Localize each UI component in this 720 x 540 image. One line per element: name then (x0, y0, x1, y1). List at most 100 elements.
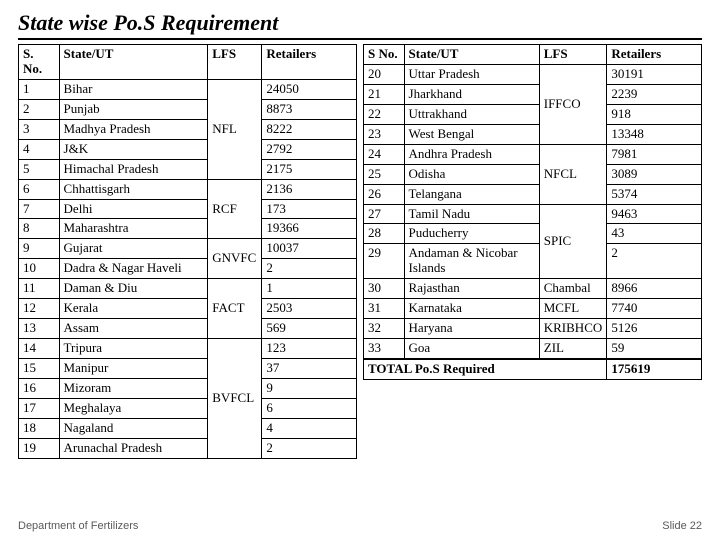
state-cell: Mizoram (59, 378, 208, 398)
state-cell: J&K (59, 139, 208, 159)
sn-cell: 31 (364, 299, 405, 319)
table-row: 17Meghalaya 6 (19, 398, 357, 418)
col-header: S No. (364, 45, 405, 65)
state-cell: Uttar Pradesh (404, 64, 539, 84)
sn-cell: 9 (19, 239, 60, 259)
table-row: 8Maharashtra19366 (19, 219, 357, 239)
sn-cell: 10 (19, 259, 60, 279)
table-row: 23West Bengal13348 (364, 124, 702, 144)
sn-cell: 15 (19, 359, 60, 379)
table-row: 15Manipur37 (19, 359, 357, 379)
lfs-cell: Chambal (539, 279, 607, 299)
state-cell: Puducherry (404, 224, 539, 244)
sn-cell: 20 (364, 64, 405, 84)
state-cell: Himachal Pradesh (59, 159, 208, 179)
retailers-cell: 3089 (607, 164, 702, 184)
retailers-cell: 13348 (607, 124, 702, 144)
sn-cell: 22 (364, 104, 405, 124)
total-row: TOTAL Po.S Required175619 (364, 359, 702, 379)
retailers-cell: 19366 (262, 219, 357, 239)
lfs-cell: IFFCO (539, 64, 607, 144)
footer-right: Slide 22 (662, 520, 702, 532)
sn-cell: 18 (19, 418, 60, 438)
retailers-cell: 2792 (262, 139, 357, 159)
state-cell: Tripura (59, 339, 208, 359)
col-header: State/UT (404, 45, 539, 65)
lfs-cell: RCF (208, 179, 262, 239)
retailers-cell: 2175 (262, 159, 357, 179)
state-cell: Daman & Diu (59, 279, 208, 299)
sn-cell: 17 (19, 398, 60, 418)
retailers-cell: 2239 (607, 84, 702, 104)
lfs-cell: BVFCL (208, 339, 262, 459)
table-row: 21Jharkhand2239 (364, 84, 702, 104)
state-cell: Punjab (59, 99, 208, 119)
retailers-cell: 43 (607, 224, 702, 244)
sn-cell: 28 (364, 224, 405, 244)
state-cell: Chhattisgarh (59, 179, 208, 199)
footer: Department of Fertilizers Slide 22 (18, 520, 702, 532)
sn-cell: 29 (364, 244, 405, 279)
retailers-cell: 123 (262, 339, 357, 359)
retailers-cell: 9463 (607, 204, 702, 224)
sn-cell: 2 (19, 99, 60, 119)
table-row: 25Odisha3089 (364, 164, 702, 184)
sn-cell: 5 (19, 159, 60, 179)
retailers-cell: 2136 (262, 179, 357, 199)
state-cell: Goa (404, 339, 539, 359)
sn-cell: 30 (364, 279, 405, 299)
table-row: 6ChhattisgarhRCF2136 (19, 179, 357, 199)
sn-cell: 26 (364, 184, 405, 204)
state-cell: Haryana (404, 319, 539, 339)
lfs-cell: ZIL (539, 339, 607, 359)
state-cell: Manipur (59, 359, 208, 379)
state-cell: Nagaland (59, 418, 208, 438)
retailers-cell: 6 (262, 398, 357, 418)
retailers-cell: 5374 (607, 184, 702, 204)
retailers-cell: 7740 (607, 299, 702, 319)
retailers-cell: 30191 (607, 64, 702, 84)
sn-cell: 32 (364, 319, 405, 339)
table-row: 22Uttrakhand918 (364, 104, 702, 124)
retailers-cell: 2 (262, 259, 357, 279)
right-table-wrap: S No.State/UTLFSRetailers 20Uttar Prades… (363, 44, 702, 459)
table-row: 4J&K2792 (19, 139, 357, 159)
total-value: 175619 (607, 359, 702, 379)
table-row: 5Himachal Pradesh 2175 (19, 159, 357, 179)
tables-container: S. No.State/UTLFSRetailers 1BiharNFL2405… (18, 44, 702, 459)
sn-cell: 33 (364, 339, 405, 359)
sn-cell: 1 (19, 79, 60, 99)
state-cell: Meghalaya (59, 398, 208, 418)
table-row: 9GujaratGNVFC10037 (19, 239, 357, 259)
state-cell: Kerala (59, 299, 208, 319)
state-cell: Andaman & Nicobar Islands (404, 244, 539, 279)
state-cell: Karnataka (404, 299, 539, 319)
retailers-cell: 173 (262, 199, 357, 219)
col-header: LFS (539, 45, 607, 65)
retailers-cell: 7981 (607, 144, 702, 164)
table-row: 20Uttar PradeshIFFCO30191 (364, 64, 702, 84)
col-header: S. No. (19, 45, 60, 80)
sn-cell: 14 (19, 339, 60, 359)
table-row: 16Mizoram 9 (19, 378, 357, 398)
state-cell: Bihar (59, 79, 208, 99)
state-cell: Assam (59, 319, 208, 339)
retailers-cell: 8222 (262, 119, 357, 139)
lfs-cell: NFCL (539, 144, 607, 204)
sn-cell: 12 (19, 299, 60, 319)
sn-cell: 16 (19, 378, 60, 398)
table-row: 32HaryanaKRIBHCO5126 (364, 319, 702, 339)
table-row: 10Dadra & Nagar Haveli2 (19, 259, 357, 279)
table-row: 27Tamil NaduSPIC9463 (364, 204, 702, 224)
sn-cell: 6 (19, 179, 60, 199)
state-cell: Rajasthan (404, 279, 539, 299)
table-row: 30RajasthanChambal8966 (364, 279, 702, 299)
table-row: 7Delhi173 (19, 199, 357, 219)
retailers-cell: 9 (262, 378, 357, 398)
table-row: 24Andhra PradeshNFCL7981 (364, 144, 702, 164)
retailers-cell: 4 (262, 418, 357, 438)
state-cell: Arunachal Pradesh (59, 438, 208, 458)
retailers-cell: 2 (607, 244, 702, 279)
sn-cell: 24 (364, 144, 405, 164)
retailers-cell: 569 (262, 319, 357, 339)
